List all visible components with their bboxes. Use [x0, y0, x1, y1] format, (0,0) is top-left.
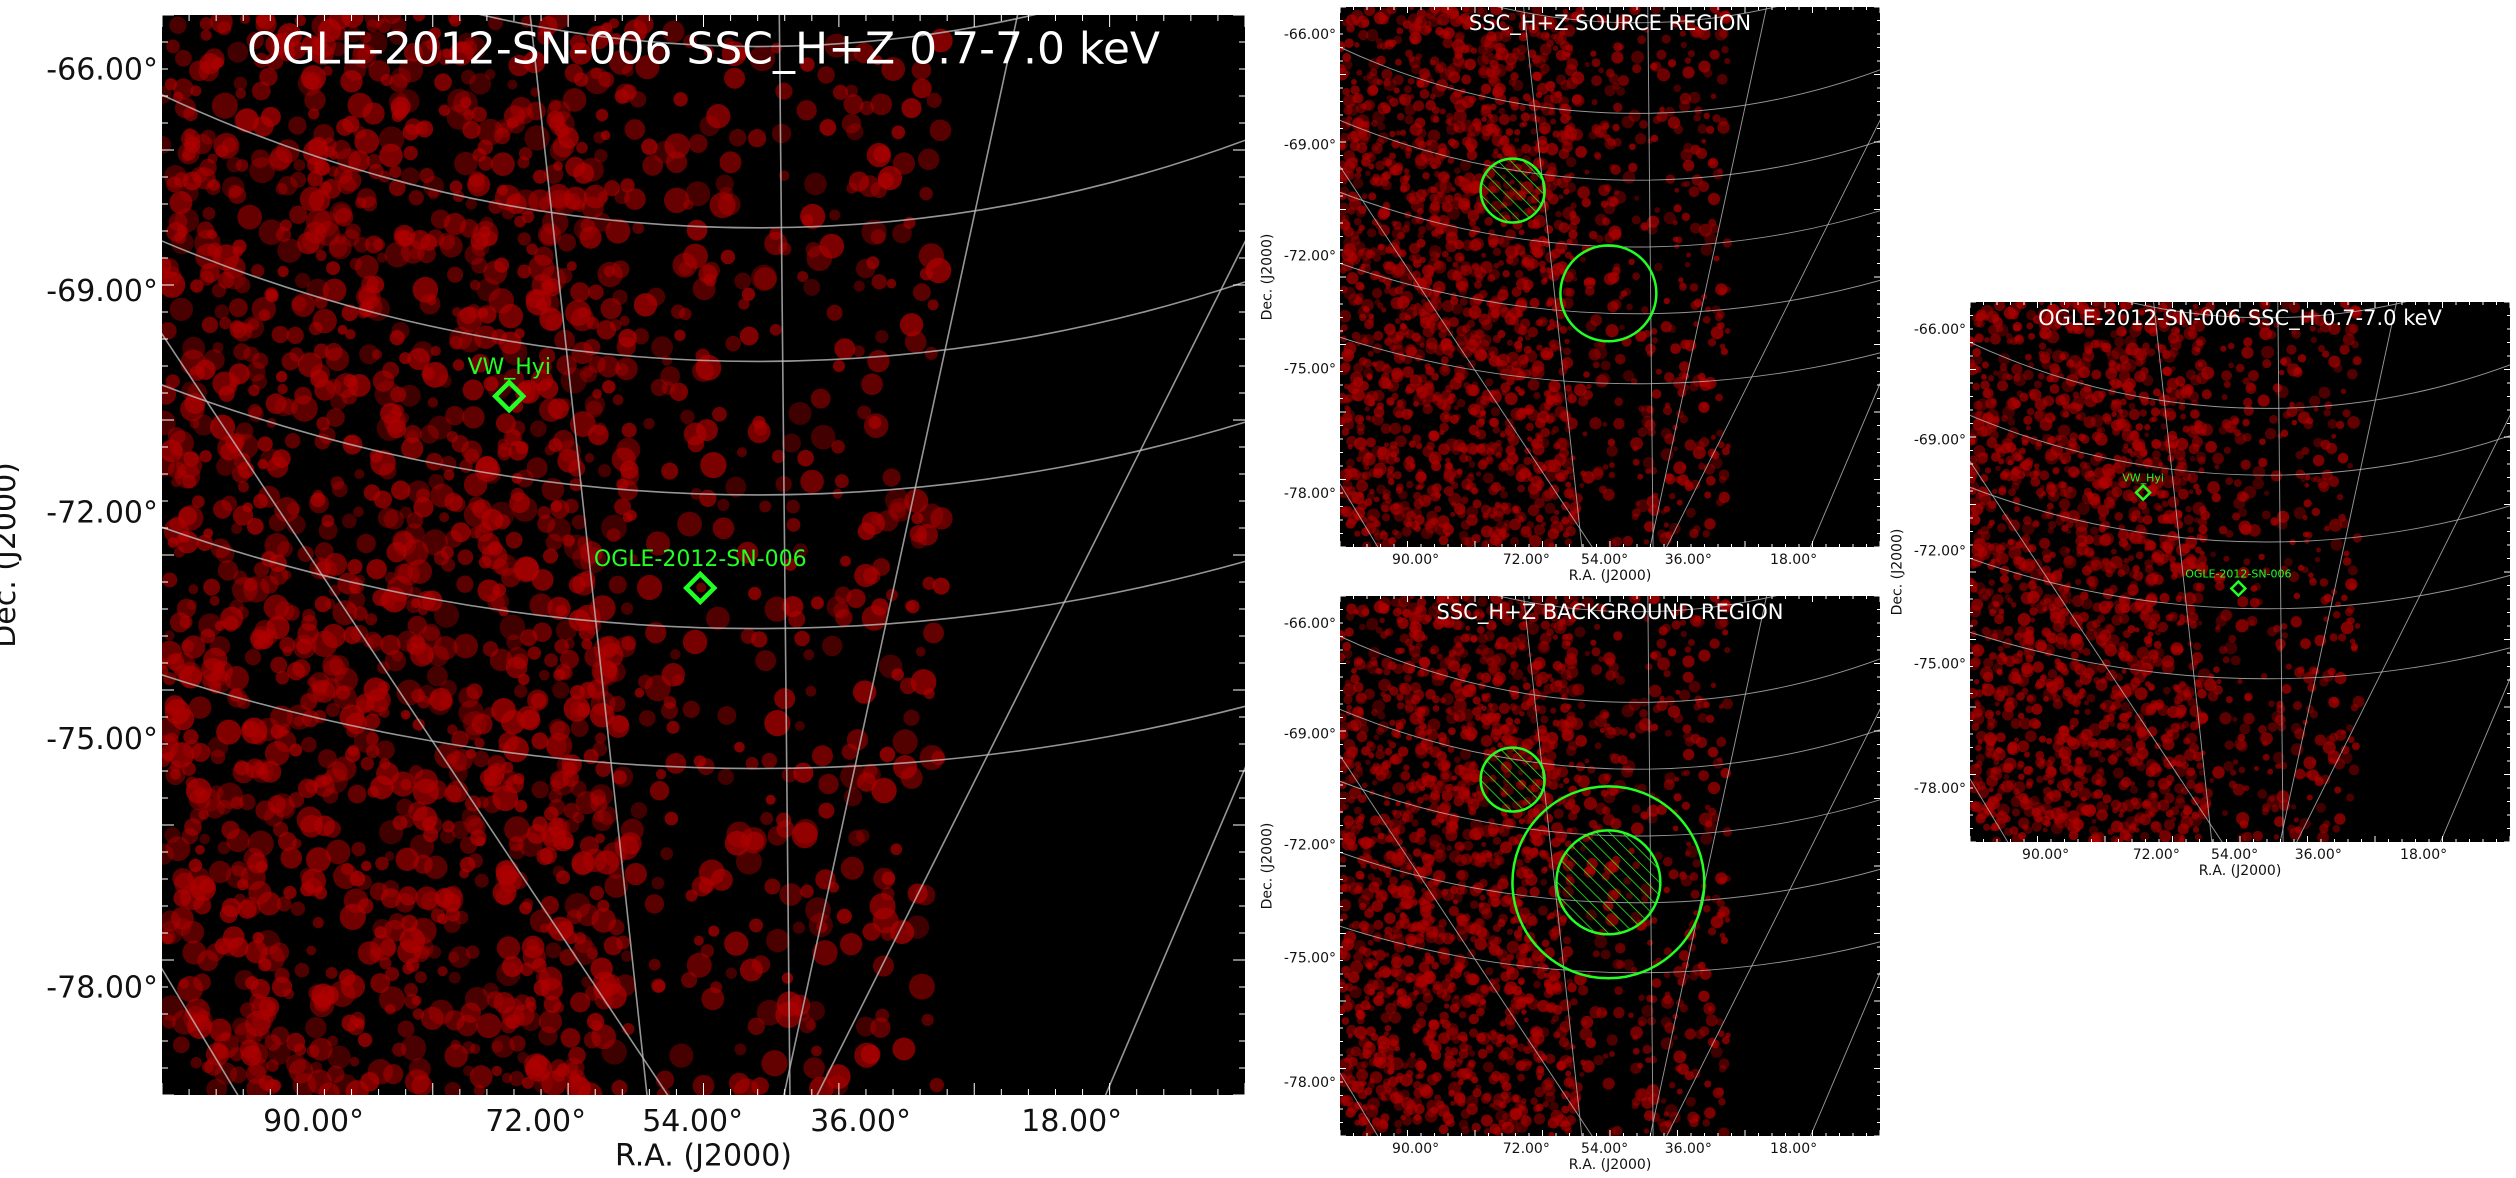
coordinate-grid [1970, 302, 2510, 842]
x-tick-label: 72.00° [2133, 847, 2180, 863]
panel-3: VW_Hyi OGLE-2012-SN-006 OGLE-2012-SN-006 S… [1889, 301, 2511, 879]
frame-ticks [1339, 595, 1881, 1137]
frame-ticks [161, 14, 1246, 1096]
source-marker [492, 379, 527, 414]
y-tick-label: -66.00° [1914, 322, 1966, 338]
x-tick-label: 72.00° [1503, 552, 1550, 568]
x-tick-label: 18.00° [2400, 847, 2447, 863]
y-tick-label: -78.00° [1284, 486, 1336, 502]
x-tick-label: 36.00° [2295, 847, 2342, 863]
y-axis-label: Dec. (J2000) [1889, 529, 1905, 616]
x-tick-label: 90.00° [1392, 1141, 1439, 1157]
x-tick-label: 36.00° [1665, 552, 1712, 568]
x-tick-label: 54.00° [1581, 552, 1628, 568]
source-marker [2229, 579, 2248, 598]
x-tick-label: 18.00° [1770, 1141, 1817, 1157]
region-circle [1479, 157, 1546, 224]
x-tick-label: 54.00° [2211, 847, 2258, 863]
coordinate-grid [162, 15, 1245, 1095]
y-axis-label: Dec. (J2000) [1259, 823, 1275, 910]
source-marker [2134, 483, 2152, 502]
x-axis-label: R.A. (J2000) [2199, 863, 2282, 879]
x-tick-label: 36.00° [1665, 1141, 1712, 1157]
source-label: VW_Hyi [2122, 472, 2164, 485]
region-circle [1559, 244, 1658, 343]
chart-title: OGLE-2012-SN-006 SSC_H+Z 0.7-7.0 keV [247, 23, 1160, 74]
count-map [1970, 302, 2365, 842]
y-tick-label: -66.00° [1284, 616, 1336, 632]
y-tick-label: -78.00° [1284, 1075, 1336, 1091]
x-tick-label: 54.00° [642, 1104, 743, 1139]
y-tick-label: -72.00° [46, 495, 158, 530]
coordinate-grid [1340, 7, 1880, 547]
y-tick-label: -78.00° [1914, 781, 1966, 797]
y-tick-label: -72.00° [1284, 248, 1336, 264]
chart-title: SSC_H+Z SOURCE REGION [1469, 11, 1751, 36]
region-circle [1511, 785, 1706, 980]
x-axis-label: R.A. (J2000) [1569, 568, 1652, 584]
y-tick-label: -75.00° [1914, 657, 1966, 673]
y-tick-label: -72.00° [1914, 543, 1966, 559]
y-tick-label: -78.00° [46, 971, 158, 1006]
y-axis-label: Dec. (J2000) [0, 462, 23, 648]
source-marker [683, 570, 718, 606]
x-tick-label: 90.00° [1392, 552, 1439, 568]
panel-2: SSC_H+Z BACKGROUND REGION 90.00° 72.00° 54.… [1259, 595, 1881, 1173]
source-label: VW_Hyi [467, 355, 550, 380]
x-tick-label: 18.00° [1021, 1104, 1122, 1139]
y-tick-label: -69.00° [1284, 727, 1336, 743]
x-tick-label: 18.00° [1770, 552, 1817, 568]
y-tick-label: -66.00° [1284, 27, 1336, 43]
x-tick-label: 36.00° [810, 1104, 911, 1139]
x-tick-label: 72.00° [485, 1104, 586, 1139]
x-tick-label: 90.00° [263, 1104, 364, 1139]
x-tick-label: 90.00° [2022, 847, 2069, 863]
chart-title: OGLE-2012-SN-006 SSC_H 0.7-7.0 keV [2038, 306, 2442, 331]
x-axis-label: R.A. (J2000) [615, 1139, 792, 1174]
source-label: OGLE-2012-SN-006 [2185, 567, 2291, 580]
y-tick-label: -75.00° [1284, 362, 1336, 378]
y-tick-label: -72.00° [1284, 837, 1336, 853]
y-tick-label: -75.00° [46, 722, 158, 757]
region-circle [1555, 829, 1662, 936]
count-map [162, 15, 953, 1095]
region-hatch [1480, 747, 1545, 812]
region-hatch [1480, 158, 1545, 223]
count-map [1340, 596, 1733, 1136]
x-tick-label: 72.00° [1503, 1141, 1550, 1157]
y-tick-label: -69.00° [1914, 433, 1966, 449]
region-circle [1479, 746, 1546, 813]
x-tick-label: 54.00° [1581, 1141, 1628, 1157]
frame-ticks [1969, 301, 2511, 843]
x-axis-label: R.A. (J2000) [1569, 1157, 1652, 1173]
chart-title: SSC_H+Z BACKGROUND REGION [1437, 600, 1784, 625]
panel-1: SSC_H+Z SOURCE REGION 90.00° 72.00° 54.00° 3… [1259, 6, 1881, 584]
y-tick-label: -66.00° [46, 53, 158, 88]
region-hatch [1556, 830, 1661, 935]
frame-ticks [1339, 6, 1881, 548]
y-tick-label: -75.00° [1284, 951, 1336, 967]
y-tick-label: -69.00° [1284, 138, 1336, 154]
y-tick-label: -69.00° [46, 274, 158, 309]
source-label: OGLE-2012-SN-006 [594, 547, 807, 572]
y-axis-label: Dec. (J2000) [1259, 234, 1275, 321]
